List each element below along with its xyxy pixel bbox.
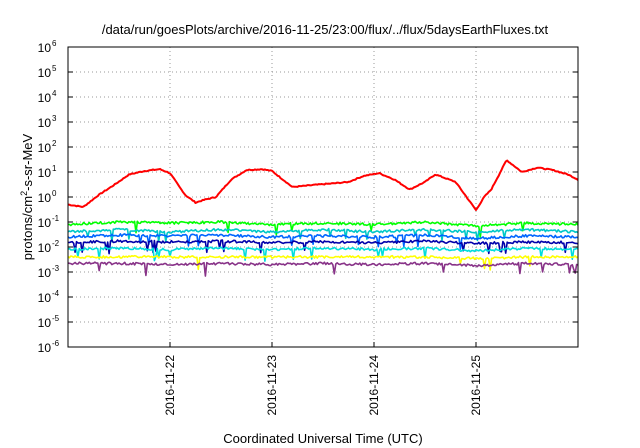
y-tick-exponent: -5 — [52, 314, 60, 323]
series-line-4 — [67, 233, 579, 250]
y-tick-label: 10 — [38, 191, 52, 205]
x-tick-label: 2016-11-24 — [367, 355, 381, 416]
y-tick-exponent: -3 — [52, 264, 60, 273]
y-tick-label: 10 — [38, 341, 52, 355]
y-tick-exponent: 3 — [52, 114, 57, 123]
y-tick-exponent: 0 — [52, 189, 57, 198]
y-tick-label: 10 — [38, 141, 52, 155]
y-tick-label: 10 — [38, 166, 52, 180]
series-line-8 — [67, 261, 579, 277]
grid-layer — [68, 47, 578, 347]
y-tick-exponent: 2 — [52, 139, 57, 148]
y-tick-exponent: -1 — [52, 214, 60, 223]
y-tick-label: 10 — [38, 116, 52, 130]
y-tick-exponent: 5 — [52, 64, 57, 73]
y-tick-exponent: 6 — [52, 39, 57, 48]
y-tick-label: 10 — [38, 41, 52, 55]
series-line-7 — [67, 254, 579, 271]
y-axis-label: protons/cm2-s-sr-MeV — [19, 133, 35, 260]
x-tick-label: 2016-11-22 — [163, 355, 177, 416]
y-tick-label: 10 — [38, 316, 52, 330]
y-tick-label: 10 — [38, 241, 52, 255]
series-line-1 — [67, 159, 579, 211]
chart-title: /data/run/goesPlots/archive/2016-11-25/2… — [102, 22, 549, 37]
y-tick-exponent: -4 — [52, 289, 60, 298]
y-tick-label: 10 — [38, 91, 52, 105]
y-tick-label: 10 — [38, 66, 52, 80]
x-axis-label: Coordinated Universal Time (UTC) — [223, 431, 422, 446]
x-tick-label: 2016-11-25 — [469, 355, 483, 416]
y-tick-exponent: 1 — [52, 164, 57, 173]
y-tick-exponent: -2 — [52, 239, 60, 248]
series-line-3 — [67, 227, 579, 243]
series-line-6 — [67, 246, 579, 262]
series-layer — [67, 159, 579, 277]
series-line-2 — [68, 220, 579, 238]
y-tick-exponent: 4 — [52, 89, 57, 98]
y-tick-label: 10 — [38, 216, 52, 230]
y-tick-label: 10 — [38, 266, 52, 280]
tick-layer: 10 -610 -510 -410 -310 -210 -110 010 110 210 310 41… — [38, 39, 578, 416]
y-tick-exponent: -6 — [52, 339, 60, 348]
y-tick-label: 10 — [38, 291, 52, 305]
x-tick-label: 2016-11-23 — [265, 355, 279, 416]
